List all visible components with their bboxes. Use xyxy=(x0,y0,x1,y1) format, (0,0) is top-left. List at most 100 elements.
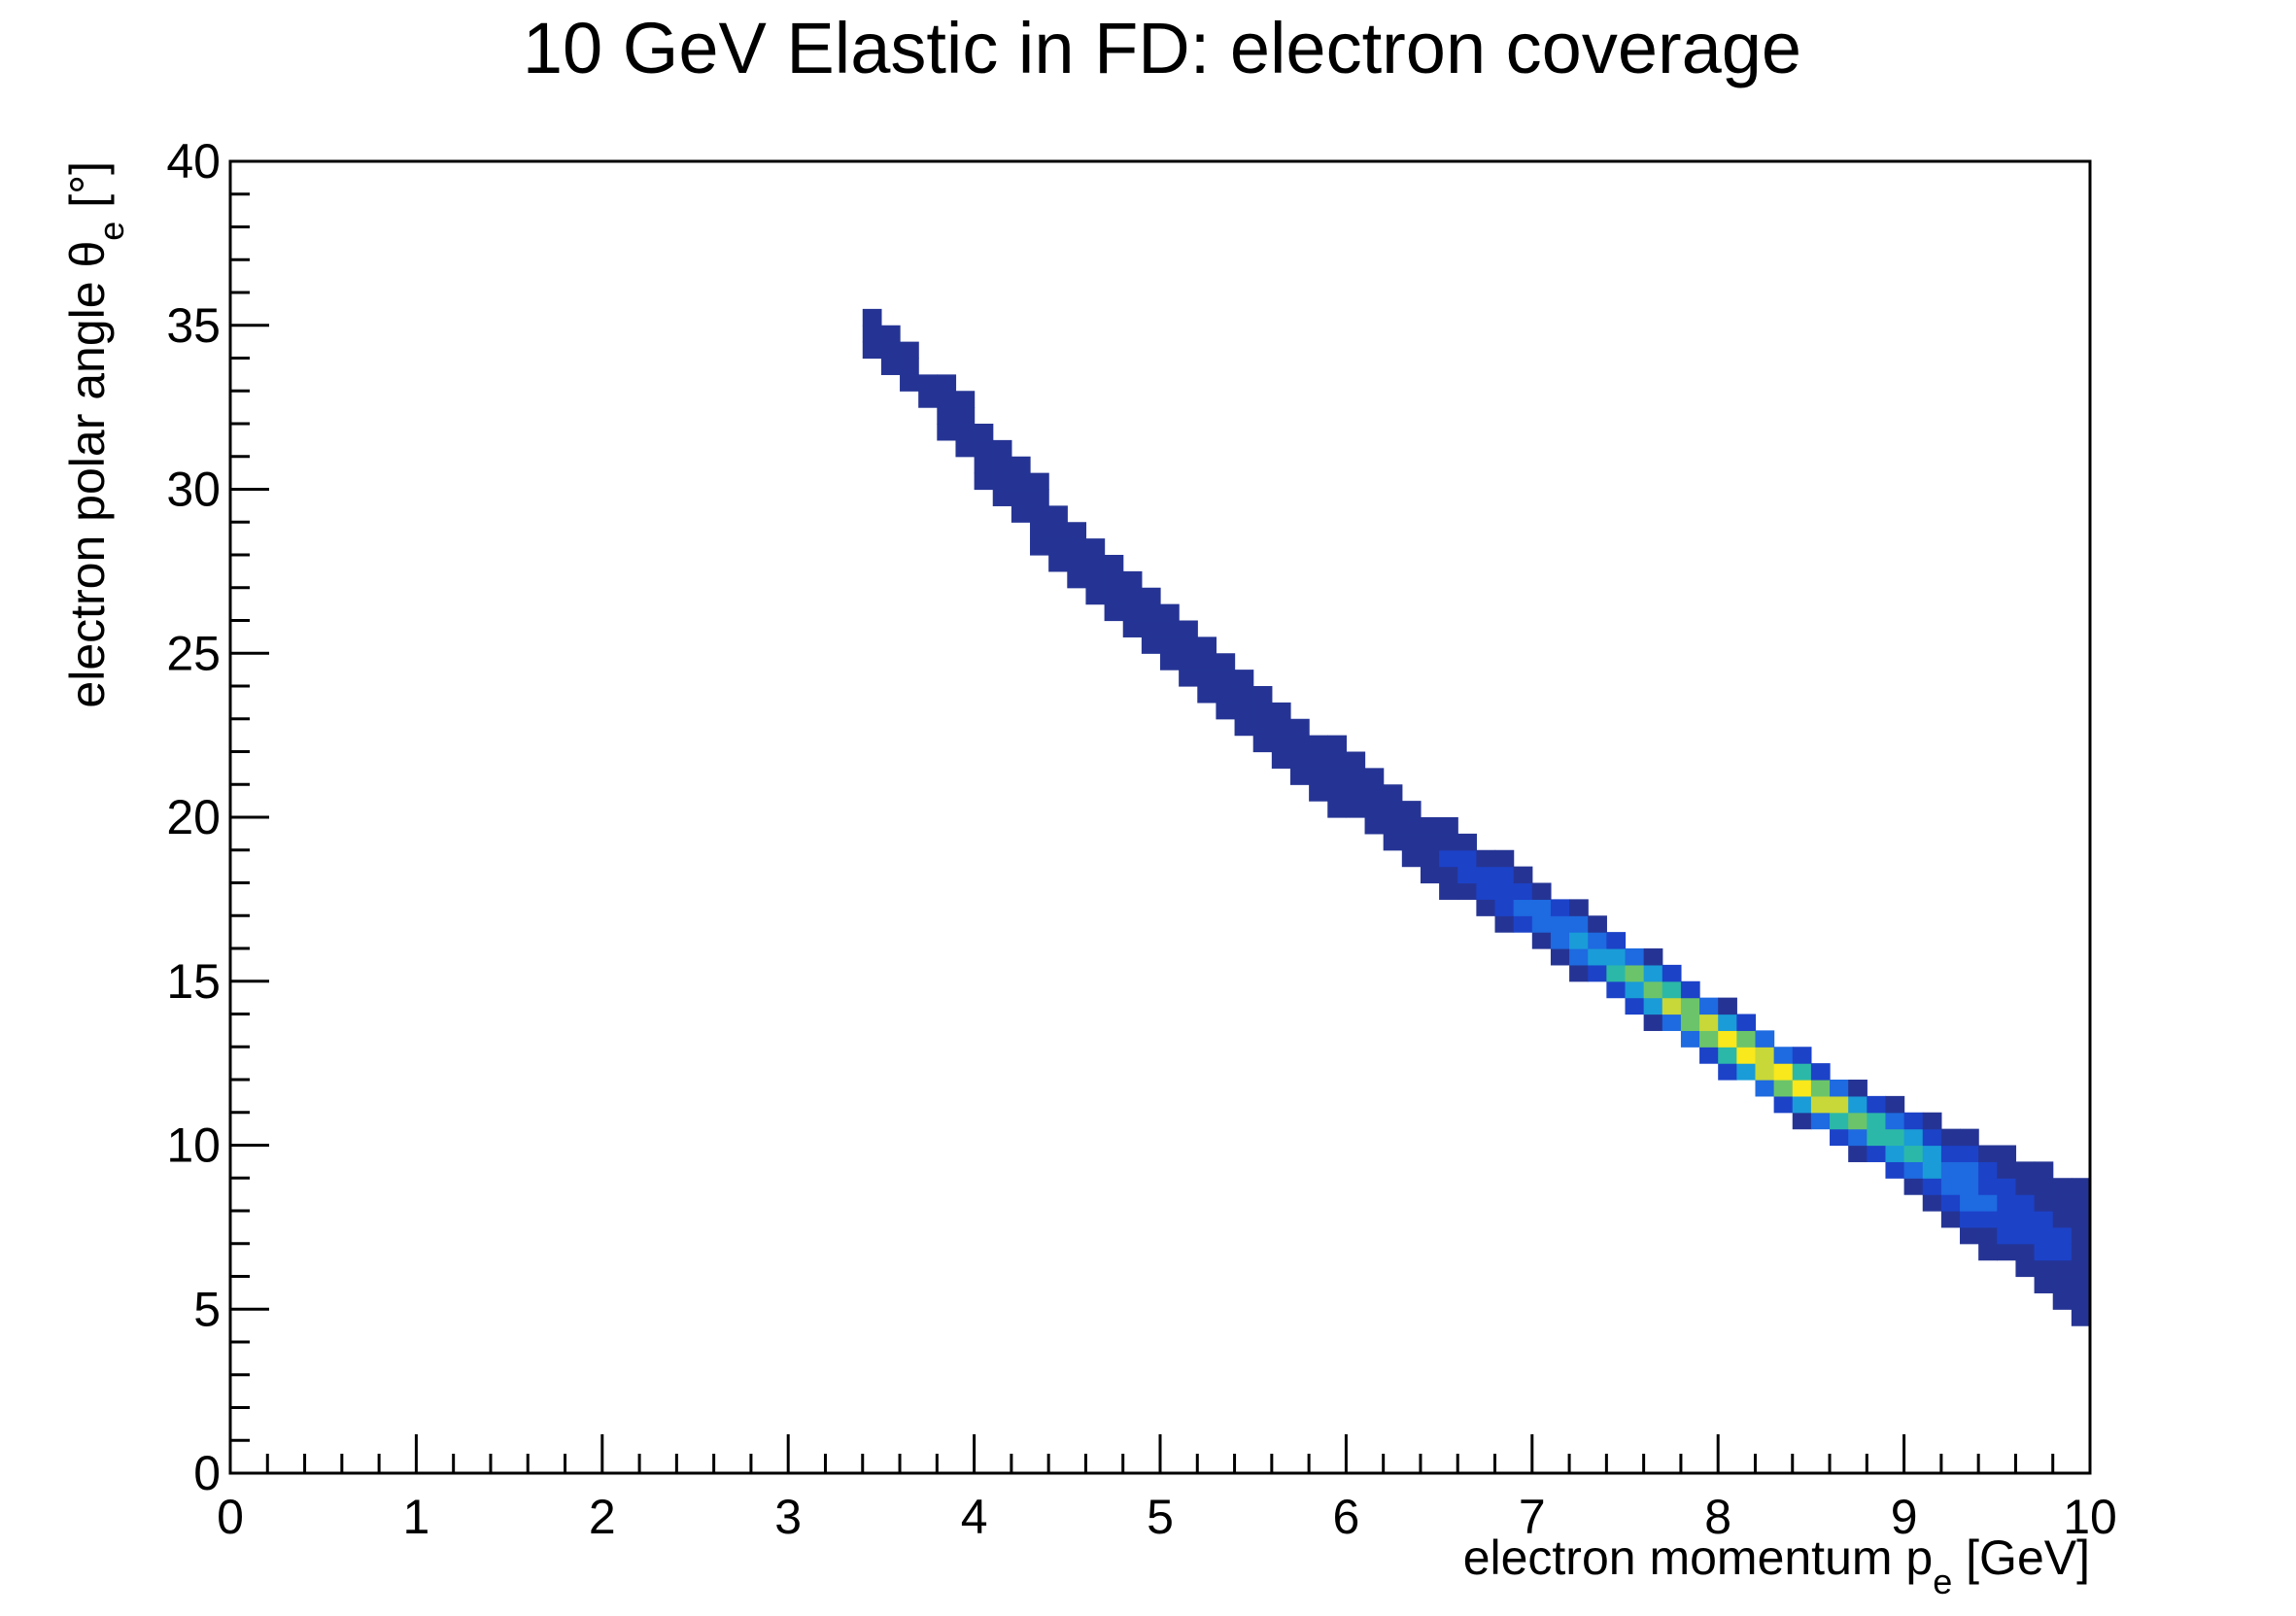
x-tick-label: 7 xyxy=(1519,1490,1546,1544)
heatmap-bin xyxy=(1234,670,1254,687)
heatmap-bin xyxy=(992,489,1012,506)
heatmap-bin xyxy=(1625,997,1645,1015)
heatmap-bin xyxy=(1960,1194,1979,1212)
heatmap-bin xyxy=(1662,997,1682,1015)
heatmap-bin xyxy=(1401,801,1422,818)
heatmap-bin xyxy=(1588,932,1607,949)
x-axis-title-unit: [GeV] xyxy=(1952,1530,2090,1585)
heatmap-bin xyxy=(1588,948,1607,966)
heatmap-bin xyxy=(1289,718,1310,737)
heatmap-bin xyxy=(1643,964,1663,982)
heatmap-bin xyxy=(1830,1080,1849,1097)
heatmap-bin xyxy=(2034,1211,2054,1228)
heatmap-bin xyxy=(1197,653,1217,670)
heatmap-bin xyxy=(2015,1211,2036,1228)
heatmap-bin xyxy=(1216,702,1236,720)
heatmap-bin xyxy=(1662,980,1682,999)
heatmap-bin xyxy=(1569,899,1589,916)
heatmap-bin xyxy=(1922,1128,1942,1147)
heatmap-bin xyxy=(1718,1014,1737,1031)
heatmap-bin xyxy=(2015,1259,2036,1278)
heatmap-bin xyxy=(1885,1128,1905,1147)
heatmap-bin xyxy=(1680,1030,1700,1048)
heatmap-bin xyxy=(1383,833,1403,851)
heatmap-bin xyxy=(880,325,901,343)
x-tick-label: 0 xyxy=(217,1490,244,1544)
heatmap-bin xyxy=(1848,1128,1868,1147)
heatmap-bin xyxy=(1680,1014,1700,1031)
heatmap-bin xyxy=(1736,1030,1757,1048)
x-tick-label: 4 xyxy=(961,1490,988,1544)
heatmap-bin xyxy=(1755,1080,1775,1097)
heatmap-bin xyxy=(1104,587,1124,605)
heatmap-bin xyxy=(937,374,957,392)
heatmap-bin xyxy=(1067,522,1087,539)
heatmap-bin xyxy=(1160,653,1180,670)
heatmap-bin xyxy=(1252,702,1273,720)
heatmap-bin xyxy=(2071,1276,2091,1293)
heatmap-bin xyxy=(2052,1194,2073,1212)
heatmap-bin xyxy=(2071,1226,2091,1245)
heatmap-bin xyxy=(1569,915,1589,933)
heatmap-bin xyxy=(1978,1161,1998,1179)
heatmap-bin xyxy=(1030,472,1049,491)
y-tick-label: 5 xyxy=(193,1282,221,1336)
heatmap-bin xyxy=(1141,636,1161,654)
heatmap-bin xyxy=(1997,1243,2017,1261)
heatmap-bin xyxy=(1625,980,1645,999)
heatmap-bin xyxy=(1048,538,1068,556)
heatmap-bin xyxy=(1960,1128,1979,1147)
heatmap-bin xyxy=(1885,1112,1905,1130)
heatmap-bin xyxy=(1531,899,1552,916)
heatmap-bin xyxy=(955,439,976,458)
heatmap-bin xyxy=(2071,1259,2091,1278)
heatmap-bin xyxy=(2071,1292,2091,1310)
heatmap-bin xyxy=(1810,1063,1831,1081)
heatmap-bin xyxy=(1625,948,1645,966)
heatmap-bin xyxy=(1830,1095,1849,1114)
heatmap-bin xyxy=(2052,1211,2073,1228)
heatmap-bin xyxy=(1736,1063,1757,1081)
heatmap-bin xyxy=(1179,653,1198,670)
heatmap-bin xyxy=(1830,1128,1849,1147)
heatmap-bin xyxy=(1085,538,1106,556)
heatmap-bin xyxy=(1160,636,1180,654)
heatmap-bin xyxy=(1736,1047,1757,1064)
y-axis-title-unit: [°] xyxy=(60,161,115,222)
heatmap-bin xyxy=(900,374,919,392)
heatmap-bin xyxy=(862,308,882,327)
heatmap-bin xyxy=(1643,1014,1663,1031)
heatmap-bin xyxy=(1420,866,1440,884)
heatmap-bin xyxy=(1867,1128,1887,1147)
heatmap-bin xyxy=(1848,1145,1868,1162)
heatmap-bin xyxy=(1848,1080,1868,1097)
heatmap-bin xyxy=(1773,1095,1794,1114)
heatmap-bin xyxy=(1179,620,1198,637)
heatmap-bin xyxy=(1364,817,1385,835)
heatmap-bin xyxy=(1531,932,1552,949)
heatmap-bin xyxy=(1810,1112,1831,1130)
heatmap-bin xyxy=(1309,768,1328,785)
heatmap-bin xyxy=(1978,1211,1998,1228)
heatmap-bin xyxy=(974,424,994,441)
heatmap-bin xyxy=(1401,817,1422,835)
heatmap-bin xyxy=(1309,784,1328,802)
heatmap-bin xyxy=(2052,1292,2073,1310)
heatmap-bin xyxy=(2015,1243,2036,1261)
y-tick-label: 20 xyxy=(166,790,221,844)
heatmap-bin xyxy=(1476,866,1496,884)
heatmap-bin xyxy=(1271,702,1291,720)
heatmap-bin xyxy=(1457,882,1477,900)
heatmap-bin xyxy=(1364,784,1385,802)
heatmap-bin xyxy=(2034,1259,2054,1278)
heatmap-bin xyxy=(1494,915,1515,933)
heatmap-bin xyxy=(955,424,976,441)
heatmap-bin xyxy=(2071,1211,2091,1228)
heatmap-bin xyxy=(1606,932,1627,949)
heatmap-bin xyxy=(1792,1095,1812,1114)
heatmap-bin xyxy=(1067,570,1087,589)
heatmap-bin xyxy=(1327,735,1347,753)
heatmap-bin xyxy=(1457,849,1477,868)
heatmap-bin xyxy=(1569,948,1589,966)
y-tick-label: 10 xyxy=(166,1118,221,1173)
